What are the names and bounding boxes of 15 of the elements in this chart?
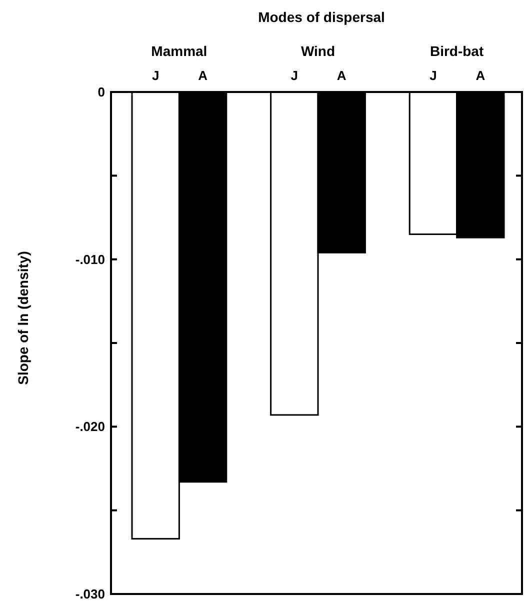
x-tick-label: Mammal: [151, 43, 208, 59]
text: A: [336, 68, 346, 83]
x-tick-label: Bird-bat: [430, 43, 484, 59]
y-tick-label: 0: [98, 84, 105, 100]
x-tick-label: Wind: [300, 43, 336, 59]
text: J: [290, 68, 298, 83]
series-label: A: [198, 68, 208, 83]
text: A: [476, 68, 486, 83]
y-tick-label: -.020: [75, 419, 105, 434]
x-axis-title: Modes of dispersal: [258, 9, 385, 25]
y-axis-title: Slope of ln (density): [15, 251, 31, 385]
y-tick-label: -.030: [75, 586, 105, 602]
y-tick-label: -.010: [75, 252, 105, 267]
series-label: J: [152, 68, 160, 83]
text: J: [430, 68, 437, 83]
